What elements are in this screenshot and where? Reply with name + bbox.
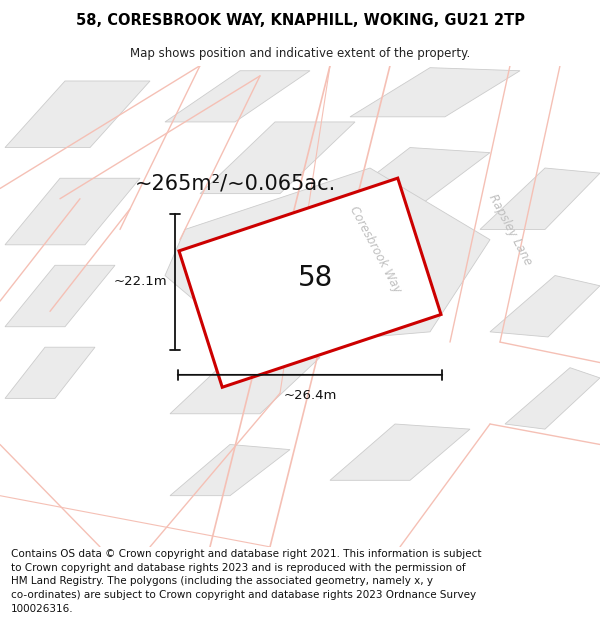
Text: Map shows position and indicative extent of the property.: Map shows position and indicative extent… xyxy=(130,48,470,60)
Text: ~26.4m: ~26.4m xyxy=(283,389,337,402)
Polygon shape xyxy=(350,68,520,117)
Text: ~22.1m: ~22.1m xyxy=(113,275,167,288)
Text: Rapsley Lane: Rapsley Lane xyxy=(486,192,534,268)
Text: Coresbrook Way: Coresbrook Way xyxy=(347,204,403,296)
Polygon shape xyxy=(179,178,441,388)
Polygon shape xyxy=(505,368,600,429)
Polygon shape xyxy=(165,71,310,122)
Polygon shape xyxy=(200,122,355,194)
Polygon shape xyxy=(480,168,600,229)
Polygon shape xyxy=(5,178,140,245)
Text: ~265m²/~0.065ac.: ~265m²/~0.065ac. xyxy=(134,173,335,193)
Polygon shape xyxy=(5,81,150,148)
Polygon shape xyxy=(5,348,95,398)
Polygon shape xyxy=(170,444,290,496)
Polygon shape xyxy=(5,265,115,327)
Polygon shape xyxy=(170,357,320,414)
Polygon shape xyxy=(330,424,470,481)
Text: 58, CORESBROOK WAY, KNAPHILL, WOKING, GU21 2TP: 58, CORESBROOK WAY, KNAPHILL, WOKING, GU… xyxy=(76,13,524,28)
Polygon shape xyxy=(165,168,490,348)
Polygon shape xyxy=(330,148,490,209)
Text: 58: 58 xyxy=(298,264,332,292)
Text: Contains OS data © Crown copyright and database right 2021. This information is : Contains OS data © Crown copyright and d… xyxy=(11,549,481,614)
Polygon shape xyxy=(490,276,600,337)
